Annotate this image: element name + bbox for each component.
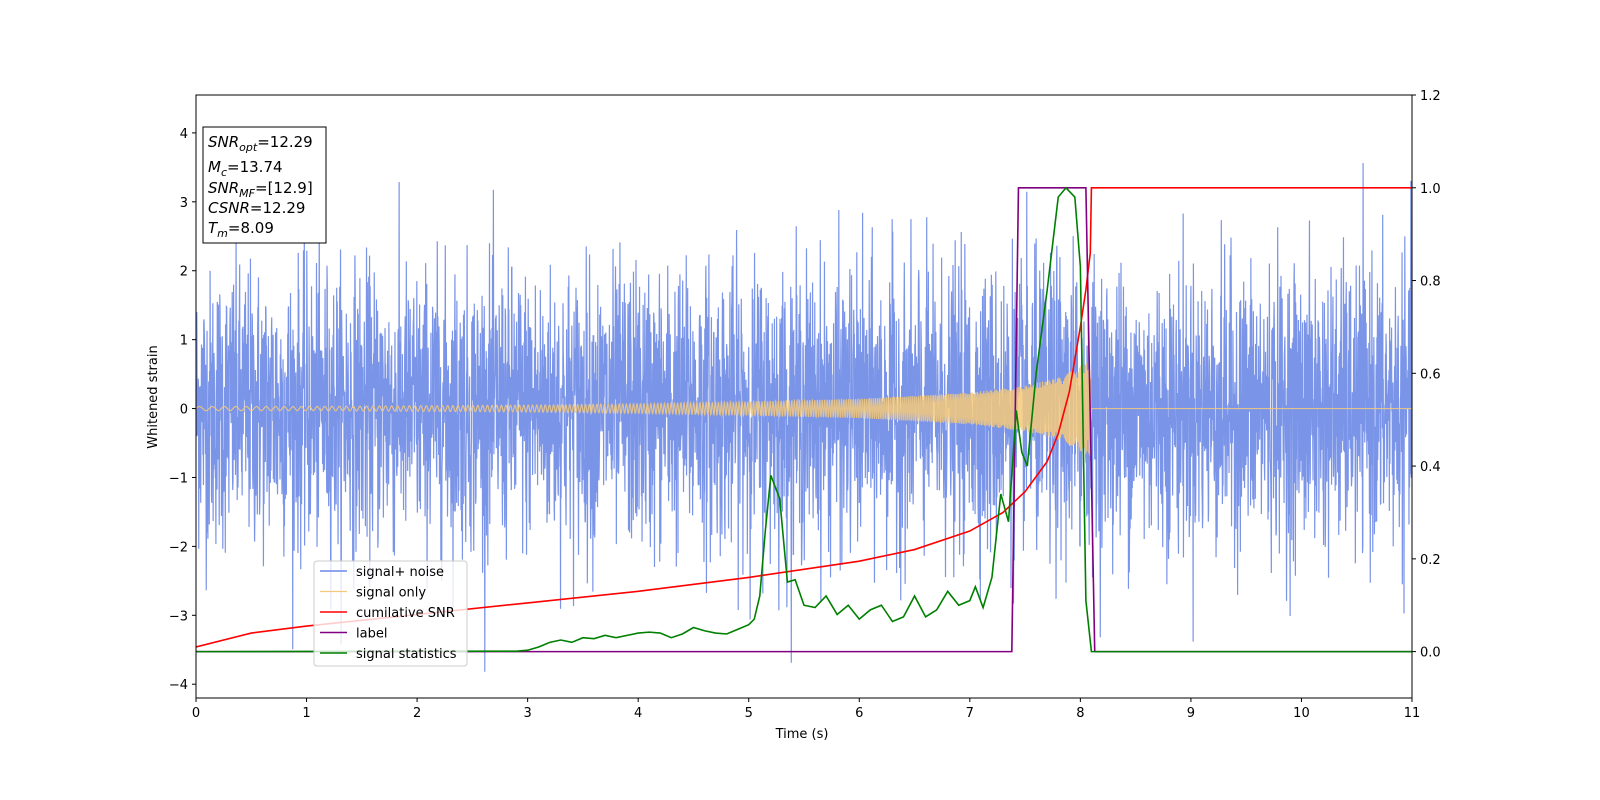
info-box-line: CSNR=12.29 [208, 199, 305, 217]
y-right-tick-label: 0.8 [1420, 275, 1441, 290]
x-tick-label: 1 [302, 706, 310, 721]
x-tick-label: 10 [1293, 706, 1310, 721]
info-box-frame [202, 126, 327, 244]
x-tick-label: 3 [523, 706, 531, 721]
x-tick-label: 6 [855, 706, 863, 721]
y-right-tick-label: 0.6 [1420, 367, 1441, 382]
legend-frame [313, 560, 468, 667]
legend-entry-label: signal only [356, 586, 426, 601]
legend-entry-label: label [356, 627, 387, 642]
x-tick-label: 9 [1187, 706, 1195, 721]
x-tick-label: 11 [1404, 706, 1421, 721]
y-left-tick-label: −4 [169, 678, 188, 693]
x-tick-label: 5 [745, 706, 753, 721]
info-box-line: Tm=8.09 [208, 219, 274, 240]
series-signal-only-line [196, 360, 1412, 456]
x-tick-label: 4 [634, 706, 642, 721]
info-box-line: SNRMF=[12.9] [208, 179, 313, 200]
y-left-tick-label: 4 [180, 127, 188, 142]
legend-entry-label: signal+ noise [356, 565, 444, 580]
series-signal-statistics-line [196, 186, 1412, 653]
info-box: SNRopt=12.29 Mc=13.74SNRMF=[12.9]CSNR=12.… [202, 126, 327, 244]
y-left-tick-label: 3 [180, 196, 188, 211]
legend-entry-label: cumilative SNR [356, 606, 455, 621]
info-box-line: SNRopt=12.29 [208, 133, 313, 154]
y-left-tick-label: 1 [180, 334, 188, 349]
axes-frame [195, 94, 1413, 699]
x-tick-label: 7 [966, 706, 974, 721]
y-left-tick-label: 2 [180, 265, 188, 280]
x-axis-label: Time (s) [775, 727, 829, 742]
y-axis-label: Whitened strain [146, 345, 161, 448]
x-tick-label: 0 [192, 706, 200, 721]
info-box-line: Mc=13.74 [208, 158, 283, 179]
y-left-tick-label: −1 [169, 471, 188, 486]
legend: signal+ noise signal only cumilative SNR la… [313, 560, 468, 667]
x-tick-label: 2 [413, 706, 421, 721]
legend-entry-label: signal statistics [356, 647, 457, 662]
y-right-tick-label: 0.0 [1420, 646, 1441, 661]
y-left-tick-label: −2 [169, 540, 188, 555]
y-left-tick-label: −3 [169, 609, 188, 624]
y-right-tick-label: 1.2 [1420, 89, 1441, 104]
y-left-tick-label: 0 [180, 403, 188, 418]
y-right-tick-label: 0.2 [1420, 553, 1441, 568]
ticks: 0 1 2 3 4 5 6 7 8 9 10 11 −4 −3 −2 −1 0 1 2 3 4 0.0 0.2 0.4 0.6 0… [169, 89, 1441, 721]
y-right-tick-label: 1.0 [1420, 182, 1441, 197]
x-tick-label: 8 [1076, 706, 1084, 721]
y-right-tick-label: 0.4 [1420, 460, 1441, 475]
